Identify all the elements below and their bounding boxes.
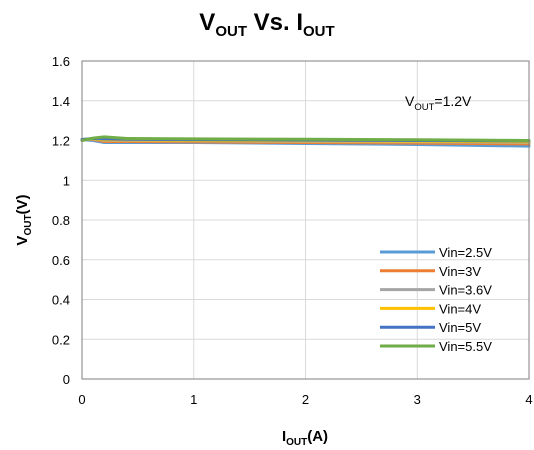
legend-label: Vin=3.6V: [439, 283, 492, 298]
y-tick-label: 1.6: [52, 54, 70, 69]
y-axis-label-sub: OUT: [23, 214, 34, 235]
x-tick-label: 1: [190, 392, 197, 407]
y-tick-label: 1.4: [52, 94, 70, 109]
plot-frame: [81, 60, 530, 380]
annotation-main: V: [405, 93, 415, 109]
y-tick-label: 0.6: [52, 253, 70, 268]
x-axis-label: IOUT(A): [282, 428, 328, 448]
series-lines: [80, 135, 531, 148]
chart-title-sub1: OUT: [215, 23, 247, 40]
legend-label: Vin=5V: [439, 320, 481, 335]
y-tick-label: 0.8: [52, 213, 70, 228]
y-axis-label-tail: (V): [14, 194, 31, 214]
annotation-tail: =1.2V: [434, 93, 472, 109]
chart-title-main: V: [199, 9, 215, 36]
x-tick-label: 2: [302, 392, 309, 407]
legend-label: Vin=2.5V: [439, 245, 492, 260]
y-tick-label: 1.2: [52, 134, 70, 149]
x-axis-label-sub: OUT: [286, 437, 307, 448]
x-tick-label: 4: [525, 392, 532, 407]
y-axis-label: VOUT(V): [14, 194, 34, 245]
y-tick-labels: 0 0.2 0.4 0.6 0.8 1 1.2 1.4 1.6: [52, 54, 70, 387]
chart-title: VOUT Vs. IOUT: [199, 9, 334, 40]
x-axis-label-main: I: [282, 428, 286, 445]
legend: Vin=2.5V Vin=3V Vin=3.6V Vin=4V Vin=5V Vin=5.…: [380, 245, 492, 354]
series-line: [80, 135, 531, 142]
y-tick-label: 0: [63, 372, 70, 387]
y-tick-label: 0.4: [52, 293, 70, 308]
legend-label: Vin=5.5V: [439, 339, 492, 354]
annotation-sub: OUT: [414, 102, 434, 113]
y-axis-label-main: V: [14, 236, 31, 246]
x-tick-label: 0: [78, 392, 85, 407]
chart-annotation: VOUT=1.2V: [405, 93, 472, 113]
x-tick-labels: 0 1 2 3 4: [78, 392, 532, 407]
y-tick-label: 0.2: [52, 332, 70, 347]
legend-label: Vin=4V: [439, 301, 481, 316]
chart-title-sub2: OUT: [303, 23, 335, 40]
y-tick-label: 1: [63, 173, 70, 188]
x-tick-label: 3: [414, 392, 421, 407]
legend-label: Vin=3V: [439, 264, 481, 279]
chart-title-mid: Vs. I: [247, 9, 303, 36]
x-axis-label-tail: (A): [307, 428, 328, 445]
